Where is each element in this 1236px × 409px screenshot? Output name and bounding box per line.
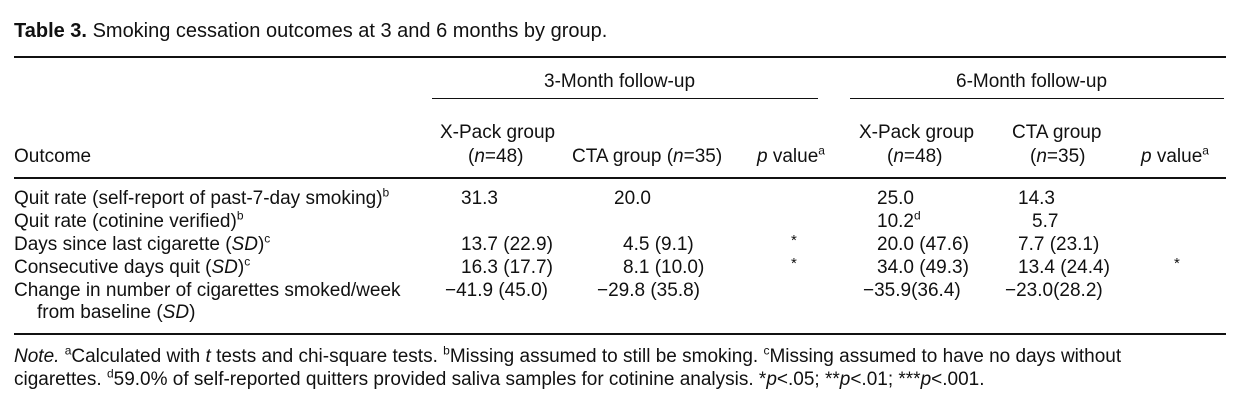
- group-rule-6month: [850, 98, 1224, 99]
- col-header-cta6-line2: (n=35): [1030, 146, 1086, 167]
- cell-p3: *: [791, 232, 797, 249]
- table-row-outcome-line2: from baseline (SD): [37, 302, 196, 323]
- table-row-outcome: Quit rate (cotinine verified)b: [14, 208, 244, 232]
- top-rule: [14, 56, 1226, 58]
- col-header-cta6-line1: CTA group: [1012, 122, 1102, 143]
- cell-p3: *: [791, 255, 797, 272]
- col-header-xpack6-line2: (n=48): [887, 146, 943, 167]
- cell-xpack3: 16.3 (17.7): [461, 257, 553, 278]
- col-header-outcome: Outcome: [14, 146, 92, 167]
- group-header-3month: 3-Month follow-up: [544, 71, 696, 92]
- col-header-cta3: CTA group (n=35): [572, 146, 723, 167]
- cell-cta6: 13.4 (24.4): [1018, 257, 1110, 278]
- cell-cta3: 4.5 (9.1): [623, 234, 694, 255]
- col-header-xpack3-line1: X-Pack group: [440, 122, 556, 143]
- cell-cta6: 14.3: [1018, 188, 1055, 209]
- cell-xpack6: −35.9(36.4): [863, 280, 961, 301]
- col-header-xpack3-line2: (n=48): [468, 146, 524, 167]
- table-row-outcome-line1: Change in number of cigarettes smoked/we…: [14, 280, 401, 301]
- col-header-p3: p valuea: [757, 143, 825, 167]
- cell-xpack6: 20.0 (47.6): [877, 234, 969, 255]
- cell-cta6: −23.0(28.2): [1005, 280, 1103, 301]
- table-label: Table 3.: [14, 20, 87, 42]
- group-header-6month: 6-Month follow-up: [956, 71, 1108, 92]
- table-row-outcome: Consecutive days quit (SD)c: [14, 254, 251, 278]
- cell-p6: *: [1174, 255, 1180, 272]
- bottom-rule: [14, 333, 1226, 335]
- cell-cta3: 8.1 (10.0): [623, 257, 705, 278]
- cell-xpack6: 25.0: [877, 188, 914, 209]
- table-row-outcome: Days since last cigarette (SD)c: [14, 231, 271, 255]
- cell-cta3: −29.8 (35.8): [597, 280, 700, 301]
- cell-cta6: 7.7 (23.1): [1018, 234, 1100, 255]
- cell-cta3: 20.0: [614, 188, 651, 209]
- group-rule-3month: [432, 98, 818, 99]
- table-note-line2: cigarettes. d59.0% of self-reported quit…: [14, 366, 985, 390]
- cell-xpack3: −41.9 (45.0): [445, 280, 548, 301]
- table-note-line1: Note. aCalculated with t tests and chi-s…: [14, 343, 1122, 367]
- cell-xpack3: 13.7 (22.9): [461, 234, 553, 255]
- col-header-xpack6-line1: X-Pack group: [859, 122, 975, 143]
- table-caption: Smoking cessation outcomes at 3 and 6 mo…: [92, 20, 608, 42]
- col-header-p6: p valuea: [1141, 143, 1209, 167]
- cell-cta6: 5.7: [1032, 211, 1059, 232]
- cell-xpack6: 34.0 (49.3): [877, 257, 969, 278]
- header-rule: [14, 177, 1226, 179]
- table-title: Table 3. Smoking cessation outcomes at 3…: [14, 20, 607, 43]
- cell-xpack6: 10.2d: [877, 208, 921, 232]
- table-row-outcome: Quit rate (self-report of past-7-day smo…: [14, 185, 390, 209]
- cell-xpack3: 31.3: [461, 188, 498, 209]
